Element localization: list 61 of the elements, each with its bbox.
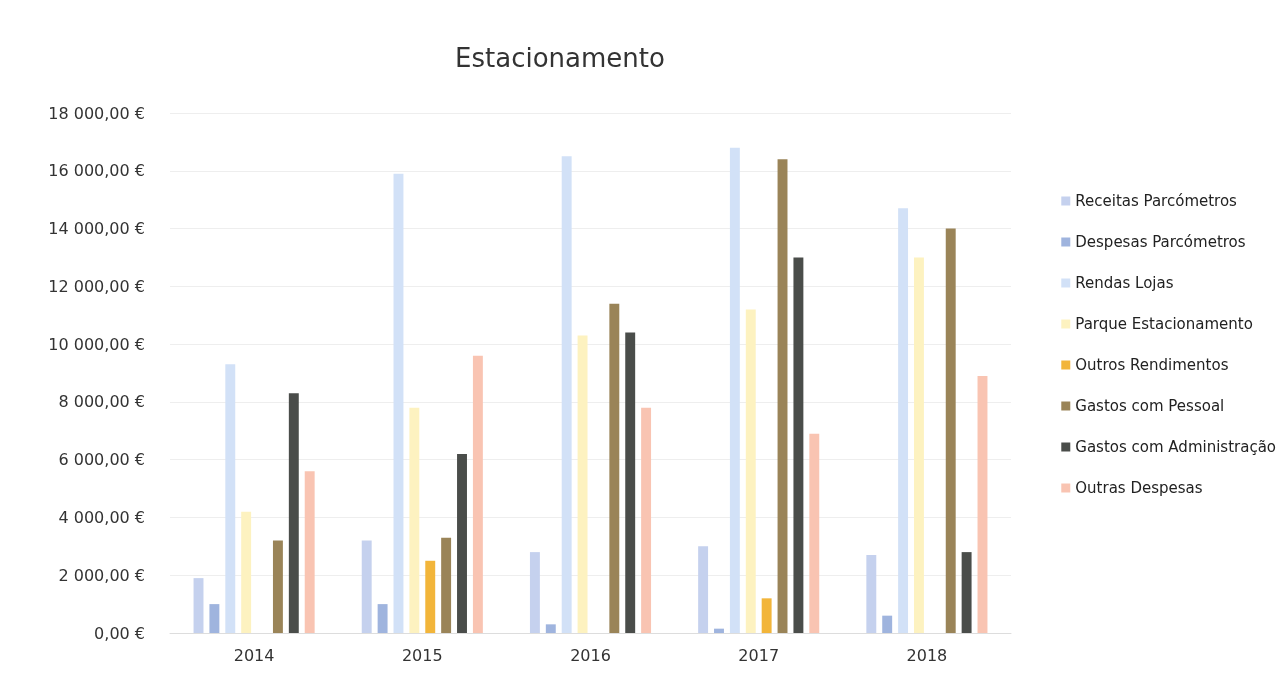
bar xyxy=(882,615,893,633)
bar xyxy=(361,540,372,633)
bar xyxy=(377,604,388,633)
bar xyxy=(729,147,740,633)
y-tick-label: 0,00 € xyxy=(94,623,145,643)
y-tick-label: 18 000,00 € xyxy=(48,103,145,123)
bar xyxy=(577,335,588,633)
bar xyxy=(793,257,804,633)
y-tick-label: 8 000,00 € xyxy=(58,392,145,412)
x-tick-label: 2018 xyxy=(906,645,948,665)
bar xyxy=(625,332,636,633)
bar xyxy=(945,228,956,633)
bar xyxy=(272,540,283,633)
bar xyxy=(641,407,652,633)
bar xyxy=(698,546,709,633)
bar xyxy=(761,598,772,633)
bar xyxy=(866,555,877,633)
legend-label: Despesas Parcómetros xyxy=(1075,233,1246,251)
y-tick-label: 6 000,00 € xyxy=(58,450,145,470)
bar xyxy=(209,604,220,633)
bar xyxy=(545,624,556,633)
y-tick-label: 2 000,00 € xyxy=(58,565,145,585)
x-tick-label: 2015 xyxy=(401,645,443,665)
x-tick-label: 2017 xyxy=(738,645,780,665)
bar xyxy=(241,511,252,633)
bar xyxy=(898,208,909,633)
legend-label: Receitas Parcómetros xyxy=(1075,192,1238,210)
chart-title: Estacionamento xyxy=(455,43,665,73)
bar xyxy=(193,578,204,633)
legend-label: Outros Rendimentos xyxy=(1075,356,1229,374)
bar xyxy=(529,552,540,633)
bar xyxy=(457,453,467,633)
legend-label: Rendas Lojas xyxy=(1075,274,1174,292)
bar xyxy=(561,156,572,633)
bar xyxy=(393,173,404,633)
legend-label: Gastos com Pessoal xyxy=(1075,397,1225,415)
y-tick-label: 16 000,00 € xyxy=(48,161,145,181)
bar xyxy=(304,471,315,633)
bar xyxy=(714,628,724,633)
legend-label: Gastos com Administração xyxy=(1075,438,1277,456)
x-tick-label: 2016 xyxy=(570,645,611,665)
bar xyxy=(745,309,756,633)
bar xyxy=(961,552,972,633)
legend-label: Outras Despesas xyxy=(1075,479,1203,497)
bar xyxy=(977,375,988,633)
y-tick-label: 14 000,00 € xyxy=(48,219,145,239)
bar xyxy=(777,159,788,633)
bar xyxy=(441,537,452,633)
bar xyxy=(609,303,620,633)
bar xyxy=(288,393,299,633)
y-tick-label: 12 000,00 € xyxy=(48,276,145,296)
bar xyxy=(809,433,820,633)
x-tick-label: 2014 xyxy=(233,645,275,665)
bar xyxy=(914,257,924,633)
bar xyxy=(472,355,483,633)
legend-label: Parque Estacionamento xyxy=(1075,315,1253,333)
y-tick-label: 10 000,00 € xyxy=(48,334,145,354)
y-tick-label: 4 000,00 € xyxy=(58,507,145,527)
bar xyxy=(425,560,436,633)
bar xyxy=(225,364,236,633)
bar xyxy=(409,407,420,633)
